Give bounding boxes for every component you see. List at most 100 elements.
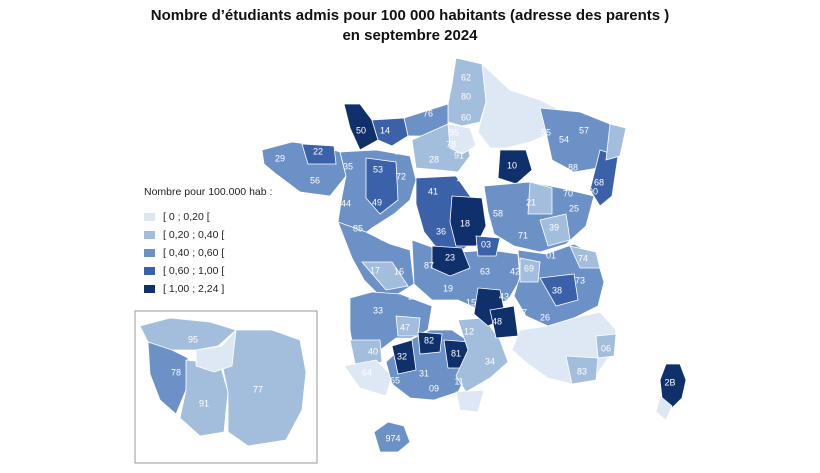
department-label: 21 [526, 197, 536, 207]
department-label: 40 [368, 346, 378, 356]
department-shape [497, 149, 533, 185]
legend-label: [ 0 ; 0,20 [ [163, 211, 210, 223]
department-label: 19 [443, 283, 453, 293]
department-label: 83 [577, 366, 587, 376]
department-label: 57 [579, 125, 589, 135]
department-shape [365, 157, 399, 215]
inset-department-label: 95 [188, 334, 198, 344]
legend-entry: [ 0,60 ; 1,00 [ [144, 262, 272, 280]
legend-label: [ 0,60 ; 1,00 [ [163, 265, 225, 277]
department-label: 09 [429, 383, 439, 393]
department-label: 95 [449, 127, 459, 137]
department-label: 49 [372, 197, 382, 207]
department-label: 35 [343, 161, 353, 171]
legend-swatch [144, 231, 155, 239]
department-label: 64 [362, 367, 372, 377]
department-label: 01 [546, 250, 556, 260]
department-label: 53 [373, 164, 383, 174]
legend-entry: [ 1,00 ; 2,24 ] [144, 280, 272, 298]
legend-label: [ 1,00 ; 2,24 ] [163, 283, 225, 295]
department-label: 16 [394, 266, 404, 276]
map-title: Nombre d’étudiants admis pour 100 000 ha… [0, 6, 820, 46]
department-label: 58 [493, 208, 503, 218]
legend-label: [ 0,20 ; 0,40 [ [163, 229, 225, 241]
department-shape [391, 339, 417, 375]
department-label: 76 [423, 108, 433, 118]
department-label: 31 [419, 368, 429, 378]
department-label: 78 [446, 139, 456, 149]
department-label: 10 [507, 160, 517, 170]
inset-department-shape [221, 329, 307, 447]
department-label: 42 [510, 266, 520, 276]
legend-title: Nombre pour 100.000 hab : [144, 186, 273, 198]
department-label: 45 [457, 174, 467, 184]
department-label: 74 [578, 253, 588, 263]
department-label: 38 [552, 285, 562, 295]
department-label: 70 [563, 188, 573, 198]
department-label: 14 [380, 125, 390, 135]
department-shape [477, 62, 561, 149]
department-shape [361, 261, 409, 291]
department-label: 36 [436, 226, 446, 236]
region-shapes [139, 57, 687, 453]
department-label: 33 [373, 305, 383, 315]
department-labels: 62 80 60 76 50 14 61 29 22 56 35 53 72 44 49 85 79 86 17 16… [171, 72, 676, 443]
department-label: 87 [424, 260, 434, 270]
department-label: 88 [568, 162, 578, 172]
department-label: 62 [461, 72, 471, 82]
department-shape [455, 389, 485, 413]
department-label: 55 [541, 127, 551, 137]
department-label: 2B [664, 377, 675, 387]
department-shape [527, 181, 553, 215]
department-label: 77 [473, 144, 483, 154]
legend-entry: [ 0,20 ; 0,40 [ [144, 226, 272, 244]
department-shape [605, 123, 627, 161]
inset-department-shape [195, 328, 237, 373]
department-label: 12 [464, 326, 474, 336]
legend-label: [ 0,40 ; 0,60 [ [163, 247, 225, 259]
inset-department-shape [147, 341, 189, 415]
department-label: 79 [379, 232, 389, 242]
department-label: 974 [385, 433, 400, 443]
legend-swatch [144, 213, 155, 221]
department-label: 17 [370, 265, 380, 275]
department-label: 71 [518, 230, 528, 240]
department-label: 24 [408, 291, 418, 301]
title-line-1: Nombre d’étudiants admis pour 100 000 ha… [150, 7, 670, 24]
ile-de-france-inset-frame [134, 310, 318, 464]
department-label: 85 [353, 223, 363, 233]
department-shape [569, 245, 601, 269]
department-shape [301, 143, 337, 165]
department-shape [655, 395, 673, 421]
department-label: 68 [594, 177, 604, 187]
department-shape [343, 359, 393, 397]
inset-department-label: 78 [171, 367, 181, 377]
department-shape [449, 195, 487, 247]
legend-swatch [144, 249, 155, 257]
department-label: 28 [429, 154, 439, 164]
department-shape [371, 117, 409, 147]
department-label: 80 [461, 91, 471, 101]
department-label: 07 [517, 307, 527, 317]
department-label: 46 [432, 314, 442, 324]
department-label: 63 [480, 266, 490, 276]
department-label: 41 [428, 186, 438, 196]
department-label: 18 [460, 218, 470, 228]
department-label: 60 [461, 112, 471, 122]
department-label: 15 [466, 297, 476, 307]
department-label: 39 [549, 222, 559, 232]
department-label: 03 [481, 239, 491, 249]
department-shape [539, 273, 579, 307]
department-label: 25 [569, 203, 579, 213]
legend-swatch [144, 285, 155, 293]
department-label: 81 [451, 348, 461, 358]
title-line-2: en septembre 2024 [342, 27, 478, 44]
department-shape [417, 331, 443, 355]
legend-entry: [ 0 ; 0,20 [ [144, 208, 272, 226]
department-label: 61 [394, 146, 404, 156]
department-label: 11 [454, 376, 463, 386]
department-label: 82 [424, 335, 434, 345]
department-label: 72 [396, 171, 406, 181]
department-shape [565, 355, 599, 385]
